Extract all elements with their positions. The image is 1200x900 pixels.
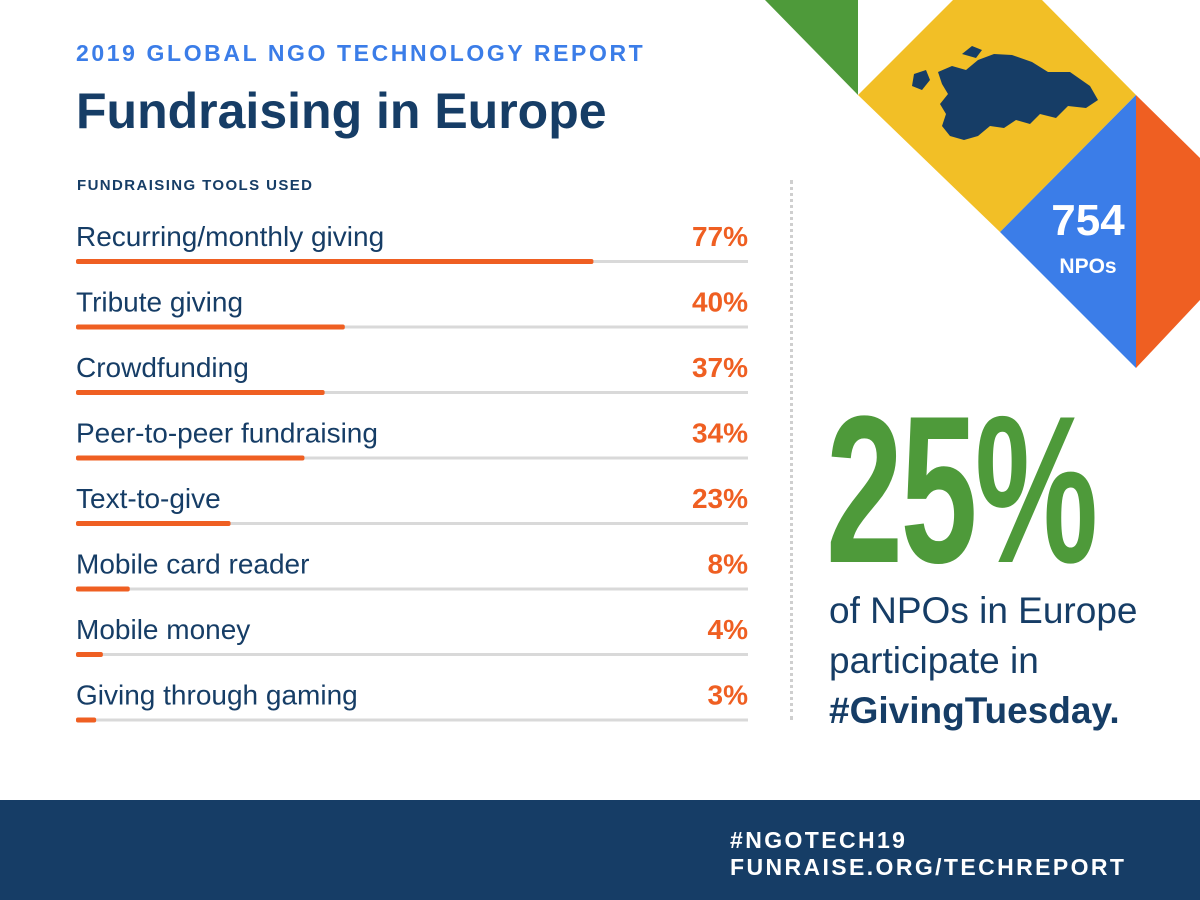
- stat-line-2: participate in: [829, 640, 1039, 681]
- bar-value-label: 77%: [692, 221, 748, 252]
- bar-label: Tribute giving: [76, 287, 243, 318]
- bar-value-label: 40%: [692, 287, 748, 318]
- bar-value-label: 34%: [692, 418, 748, 449]
- bar-track: [76, 718, 748, 722]
- giving-tuesday-hashtag: #GivingTuesday.: [829, 690, 1120, 731]
- europe-map-icon: [912, 46, 1098, 140]
- bar-label: Mobile money: [76, 614, 250, 645]
- bar-label: Peer-to-peer fundraising: [76, 418, 378, 449]
- fundraising-tools-bar-chart: Recurring/monthly giving 77% Tribute givin…: [76, 221, 749, 723]
- footer-url[interactable]: FUNRAISE.ORG/TECHREPORT: [730, 854, 1127, 880]
- bar: [76, 521, 231, 526]
- bar-track: [76, 325, 748, 329]
- bar: [76, 717, 97, 723]
- bar: [76, 390, 325, 395]
- bar-track: [76, 456, 748, 460]
- bar-track: [76, 391, 748, 394]
- bar-value-label: 8%: [708, 549, 749, 580]
- page-title: Fundraising in Europe: [76, 83, 607, 139]
- report-supertitle: 2019 GLOBAL NGO TECHNOLOGY REPORT: [76, 40, 646, 66]
- dotted-divider: [790, 180, 793, 720]
- bar-value-label: 4%: [708, 614, 749, 645]
- bar-value-label: 3%: [708, 680, 749, 711]
- bar: [76, 586, 130, 592]
- bar-track: [76, 522, 748, 525]
- bar-label: Crowdfunding: [76, 352, 249, 383]
- bar-label: Giving through gaming: [76, 680, 358, 711]
- npo-count: 754: [1051, 196, 1125, 245]
- giving-tuesday-percentage: 25%: [826, 372, 1098, 607]
- bar-label: Text-to-give: [76, 483, 221, 514]
- chart-title: FUNDRAISING TOOLS USED: [77, 177, 314, 194]
- green-triangle: [765, 0, 858, 95]
- stat-line-1: of NPOs in Europe: [829, 590, 1138, 631]
- bar-track: [76, 587, 748, 591]
- footer-hashtag: #NGOTECH19: [730, 827, 908, 853]
- bar-value-label: 23%: [692, 483, 748, 514]
- bar: [76, 652, 103, 657]
- npo-label: NPOs: [1059, 255, 1116, 278]
- orange-triangle: [1136, 95, 1200, 368]
- bar-track: [76, 653, 748, 656]
- bar: [76, 259, 594, 264]
- bar-label: Mobile card reader: [76, 549, 309, 580]
- blue-triangle: [1000, 95, 1136, 368]
- bar: [76, 455, 305, 461]
- bar-value-label: 37%: [692, 352, 748, 383]
- footer-bar: #NGOTECH19 FUNRAISE.ORG/TECHREPORT: [0, 800, 1200, 900]
- bar-label: Recurring/monthly giving: [76, 221, 384, 252]
- stat-description: of NPOs in Europe participate in #Giving…: [829, 586, 1189, 736]
- decorative-badge: 754 NPOs: [765, 0, 1200, 368]
- bar: [76, 324, 345, 330]
